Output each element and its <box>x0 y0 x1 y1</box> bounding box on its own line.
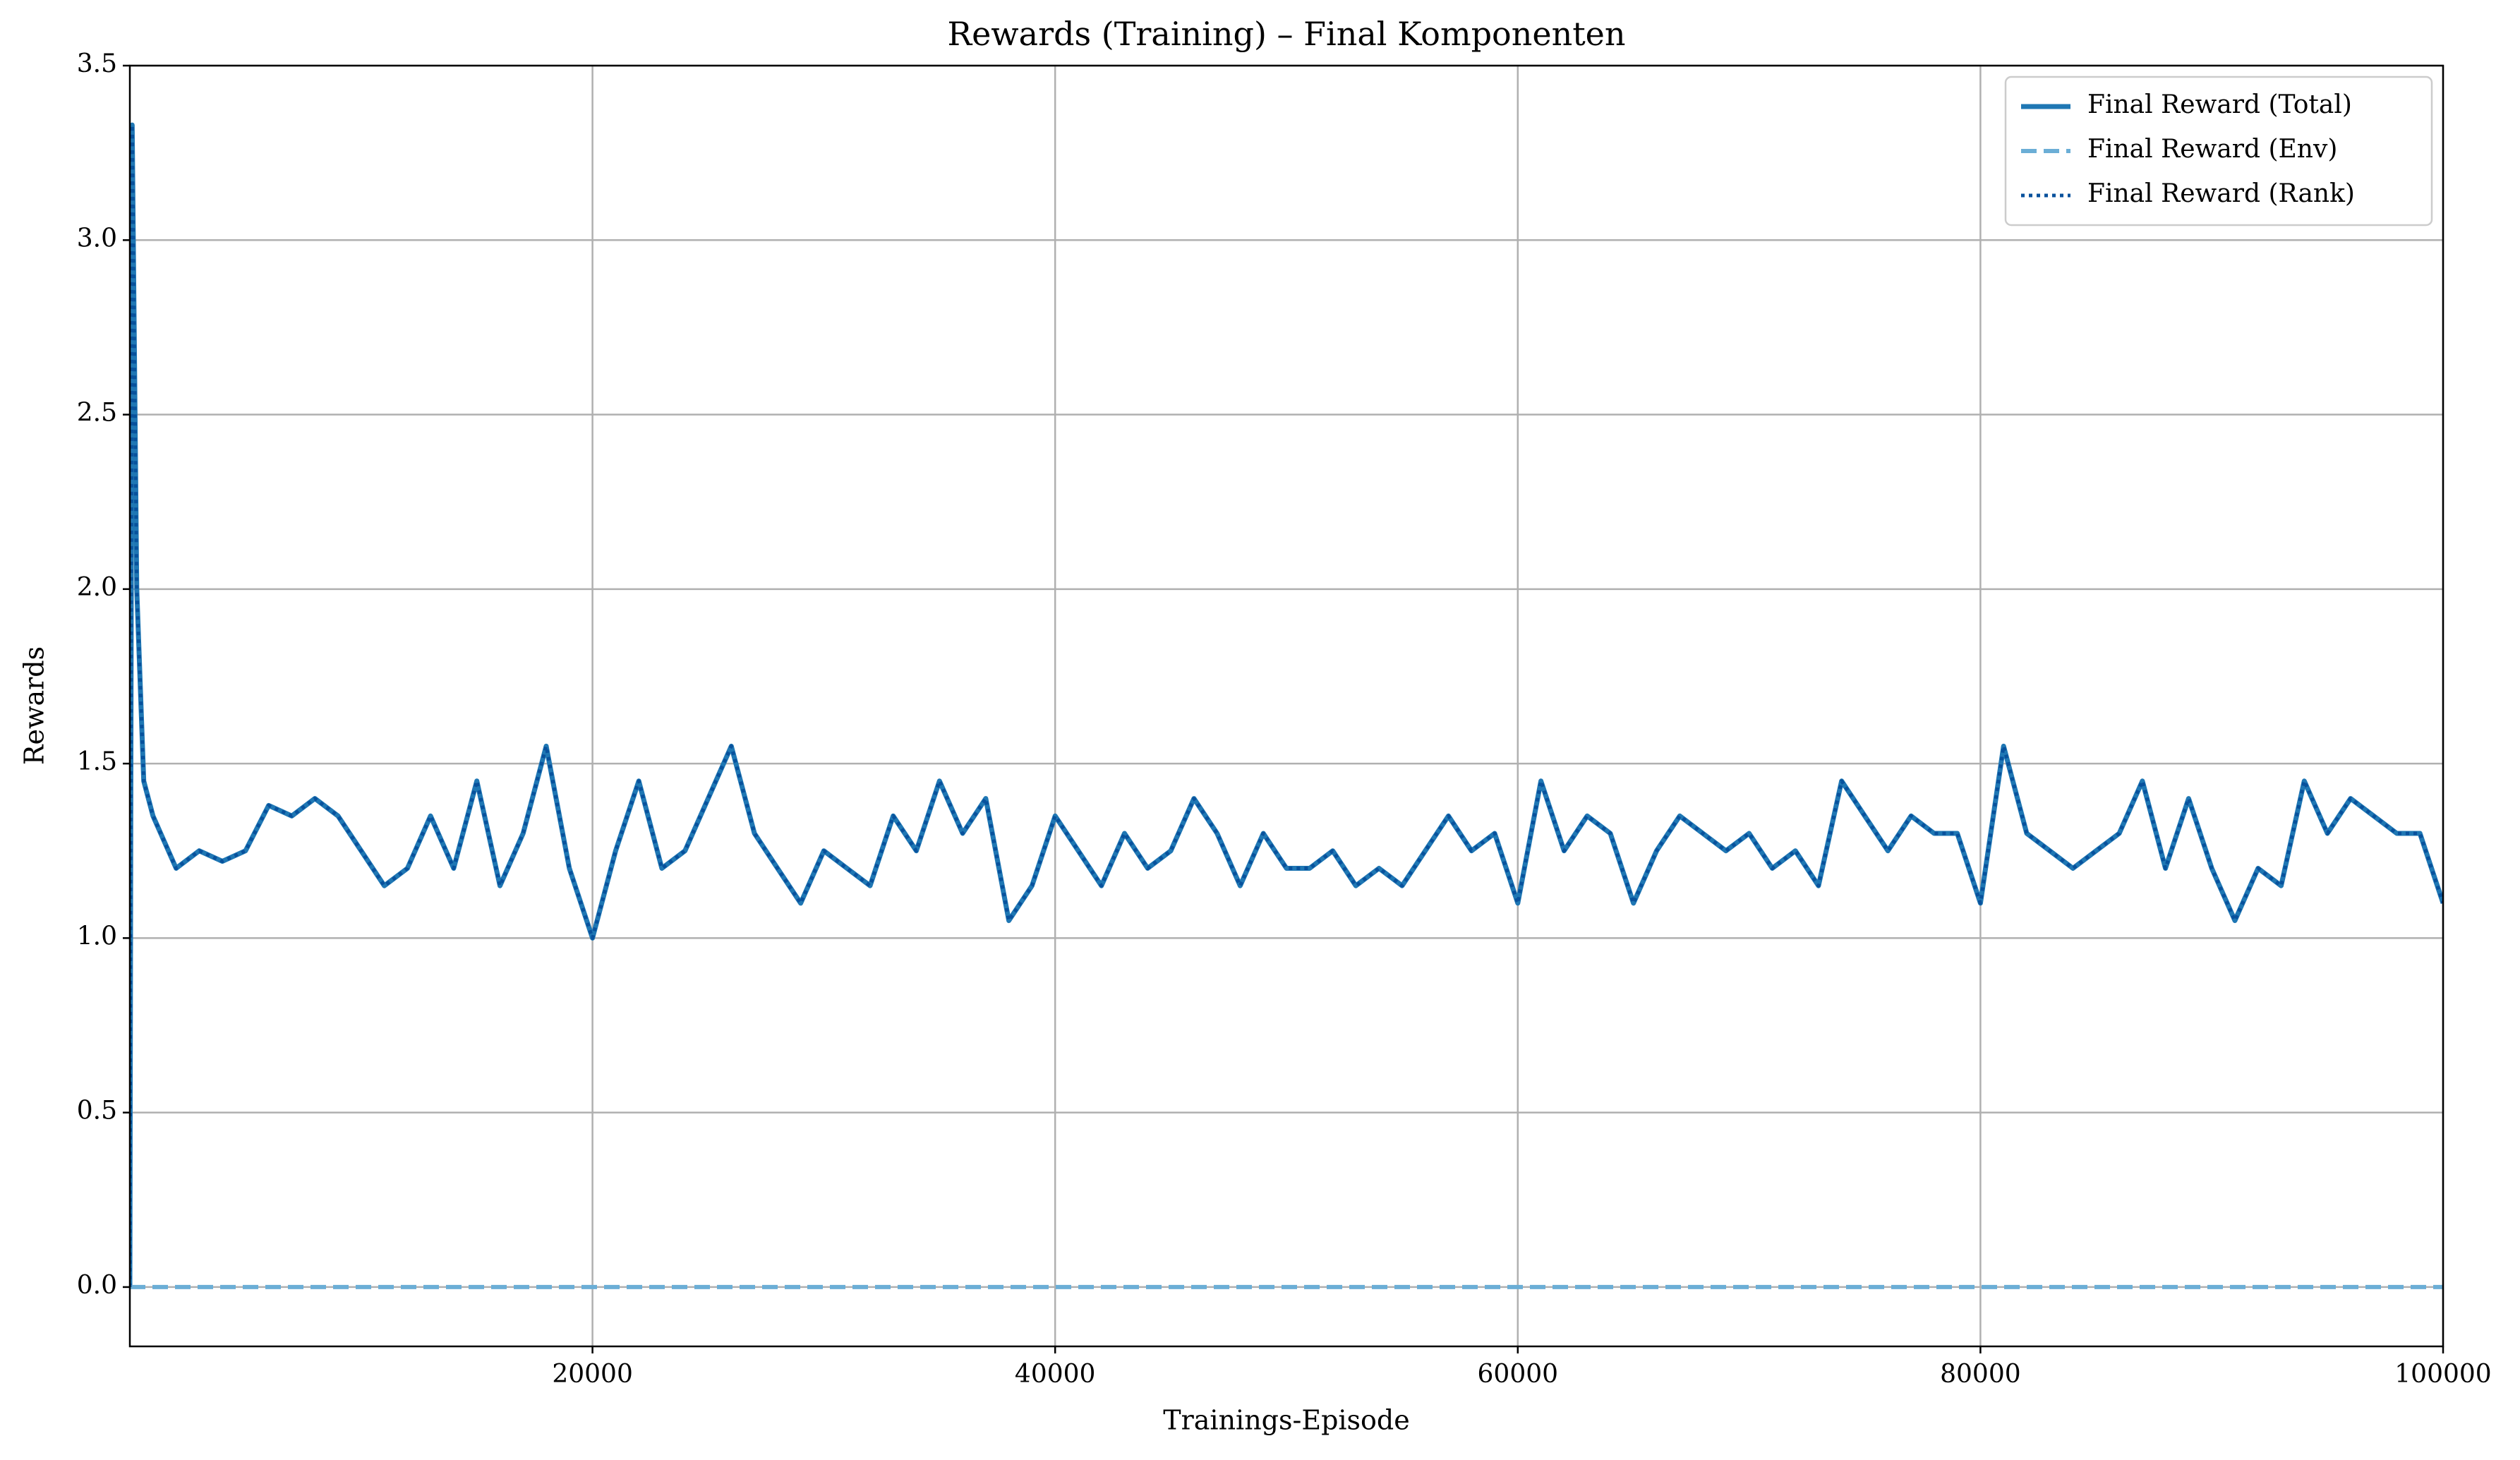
series-line <box>130 123 2443 1287</box>
legend-box <box>2004 76 2433 227</box>
legend-label: Final Reward (Rank) <box>2087 179 2355 208</box>
y-tick-label: 3.5 <box>77 49 117 78</box>
x-tick-label: 40000 <box>1015 1360 1096 1389</box>
y-tick-label: 3.0 <box>77 224 117 253</box>
y-tick-label: 2.0 <box>77 573 117 602</box>
y-tick-label: 0.5 <box>77 1097 117 1126</box>
plot-frame <box>128 64 2444 1348</box>
y-tick-label: 1.5 <box>77 747 117 776</box>
legend-label: Final Reward (Total) <box>2087 90 2352 119</box>
chart-title: Rewards (Training) – Final Komponenten <box>947 15 1625 53</box>
x-tick-label: 100000 <box>2394 1360 2491 1389</box>
y-tick-label: 0.0 <box>77 1271 117 1300</box>
x-tick-label: 60000 <box>1478 1360 1559 1389</box>
y-axis-label: Rewards <box>19 646 50 765</box>
y-tick-label: 1.0 <box>77 922 117 951</box>
x-tick-label: 80000 <box>1940 1360 2021 1389</box>
x-tick-label: 20000 <box>552 1360 633 1389</box>
legend-label: Final Reward (Env) <box>2087 135 2337 164</box>
y-tick-label: 2.5 <box>77 399 117 428</box>
x-axis-label: Trainings-Episode <box>1163 1405 1410 1436</box>
